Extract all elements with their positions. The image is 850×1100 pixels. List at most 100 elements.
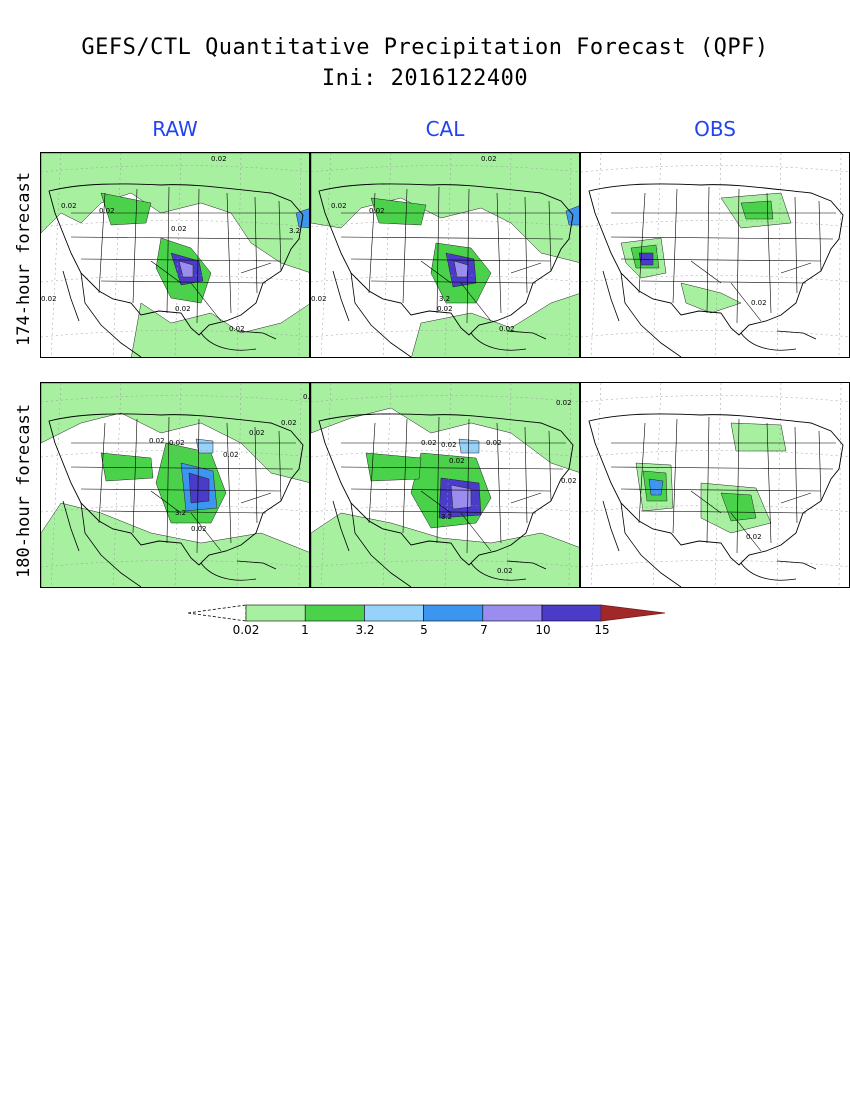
coastline (80, 272, 142, 357)
latitude-line (581, 560, 849, 568)
longitude-line (320, 383, 332, 587)
colorbar-lower-extension (188, 604, 247, 622)
longitude-line (382, 153, 392, 357)
state-boundary (150, 260, 182, 284)
longitude-line (506, 383, 512, 587)
contour-label: 0.02 (441, 441, 457, 449)
longitude-line (776, 153, 782, 357)
state-boundary (98, 192, 106, 294)
contour-label: 0.02 (149, 437, 165, 445)
longitude-line (236, 153, 242, 357)
contour-label: 0.02 (61, 202, 77, 210)
map-panel-180h-cal: 0.02 0.02 0.02 0.02 0.02 0.02 3.2 0.02 (310, 382, 580, 588)
state-boundary (672, 188, 678, 304)
state-boundary (420, 260, 452, 284)
coastline (236, 560, 277, 570)
colorbar-box-1 (304, 604, 365, 622)
contour-label: 0.02 (229, 325, 245, 333)
longitude-line (838, 383, 842, 587)
state-boundary (436, 416, 440, 544)
state-boundary (350, 488, 552, 492)
latitude-line (41, 275, 309, 283)
contour-label: 0.02 (191, 525, 207, 533)
state-boundary (496, 192, 502, 314)
precip-contour (311, 512, 579, 587)
precip-contour (450, 484, 472, 510)
state-boundary (196, 418, 200, 554)
contour-label: 0.02 (486, 439, 502, 447)
longitude-line (714, 383, 722, 587)
precip-contour (41, 502, 309, 587)
precip-contour (100, 452, 154, 482)
state-boundary (460, 282, 492, 322)
state-boundary (132, 188, 138, 304)
contour-label: 0.02 (175, 305, 191, 313)
coastline (318, 183, 574, 336)
longitude-line (838, 153, 842, 357)
latitude-line (311, 395, 579, 403)
state-boundary (736, 188, 740, 324)
latitude-line (41, 560, 309, 568)
longitude-line (444, 383, 452, 587)
colorbar-tick-5: 10 (535, 623, 551, 637)
precip-contour (41, 153, 309, 273)
state-boundary (190, 282, 222, 322)
coastline (776, 560, 817, 570)
longitude-line (236, 383, 242, 587)
longitude-line (444, 153, 452, 357)
coastline (740, 562, 797, 581)
contour-label: 0.02 (211, 155, 227, 163)
contour-label: 0.02 (437, 305, 453, 313)
precip-contour (131, 302, 309, 357)
coastline (740, 332, 797, 351)
precip-contour (453, 260, 469, 278)
longitude-line (298, 383, 302, 587)
state-boundary (240, 262, 272, 274)
state-boundary (638, 422, 646, 524)
colorbar (188, 604, 666, 622)
precip-contour (370, 197, 427, 226)
chart-title: GEFS/CTL Quantitative Precipitation Fore… (81, 35, 769, 60)
colorbar-box-5 (541, 604, 602, 622)
state-boundary (690, 260, 722, 284)
state-boundary (402, 188, 408, 304)
state-boundary (524, 426, 528, 524)
latitude-line (581, 165, 849, 173)
state-boundary (620, 488, 822, 492)
latitude-line (311, 165, 579, 173)
coastline (62, 270, 80, 322)
coastline (332, 500, 350, 552)
state-boundary (254, 426, 258, 524)
contour-label: 0.02 (171, 225, 187, 233)
coastline (602, 500, 620, 552)
contour-label: 0.02 (497, 567, 513, 575)
state-boundary (278, 430, 282, 502)
chart-subtitle: Ini: 2016122400 (321, 66, 529, 91)
coastline (470, 332, 527, 351)
state-boundary (730, 282, 762, 322)
precip-contour (100, 192, 152, 226)
coastline (350, 502, 412, 587)
coastline (48, 413, 304, 566)
latitude-line (311, 275, 579, 283)
state-boundary (100, 510, 267, 514)
coastline (588, 183, 844, 336)
state-boundary (640, 280, 807, 284)
state-boundary (672, 418, 678, 534)
state-boundary (780, 262, 812, 274)
state-boundary (98, 422, 106, 524)
coastline (80, 502, 142, 587)
state-boundary (196, 188, 200, 324)
state-boundary (436, 186, 440, 314)
state-boundary (420, 490, 452, 514)
coastline (200, 562, 257, 581)
state-boundary (80, 258, 282, 262)
latitude-line (41, 220, 309, 228)
colorbar-tick-1: 1 (301, 623, 309, 637)
longitude-line (382, 383, 392, 587)
column-label-raw: RAW (152, 117, 198, 141)
coastline (506, 330, 547, 340)
contour-label: 3.2 (175, 509, 186, 517)
contour-label: 0.02 (556, 399, 572, 407)
coastline (620, 272, 682, 357)
